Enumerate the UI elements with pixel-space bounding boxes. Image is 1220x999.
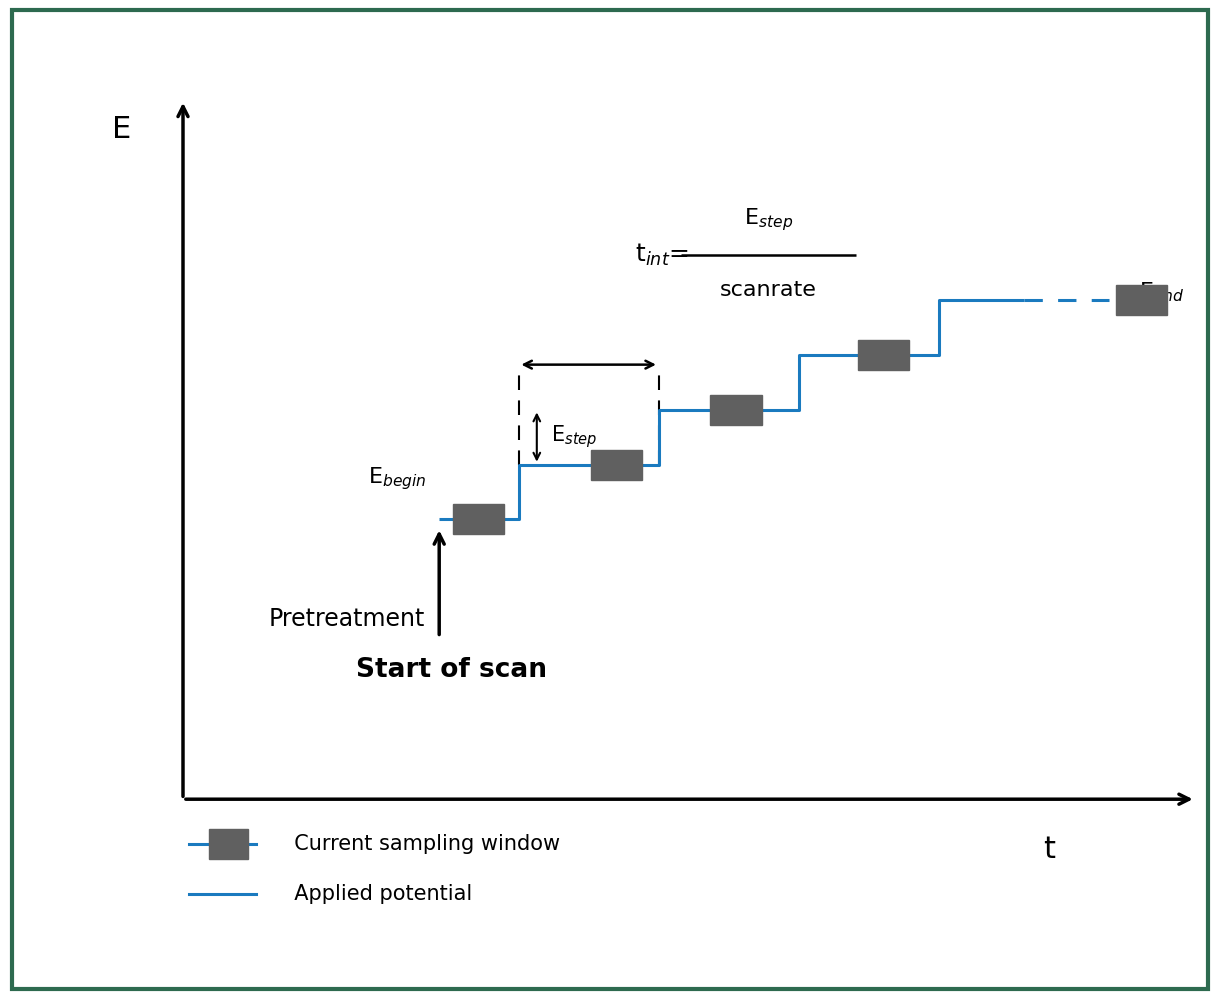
Text: t: t xyxy=(1043,834,1055,864)
Bar xyxy=(210,829,249,859)
Text: Current sampling window: Current sampling window xyxy=(281,834,560,854)
Bar xyxy=(590,450,642,480)
Bar xyxy=(1116,285,1168,315)
Bar xyxy=(454,504,505,534)
Text: Applied potential: Applied potential xyxy=(281,884,472,904)
Text: Pretreatment: Pretreatment xyxy=(268,607,425,631)
Bar xyxy=(710,395,761,425)
Text: E$_{step}$: E$_{step}$ xyxy=(551,424,598,451)
Bar xyxy=(858,340,909,370)
Text: E$_{step}$: E$_{step}$ xyxy=(744,207,793,233)
Text: E$_{begin}$: E$_{begin}$ xyxy=(368,465,427,492)
Text: Start of scan: Start of scan xyxy=(356,657,547,683)
Text: E$_{end}$: E$_{end}$ xyxy=(1139,280,1185,304)
Text: scanrate: scanrate xyxy=(720,280,817,300)
Text: t$_{int}$=: t$_{int}$= xyxy=(636,242,689,268)
Text: E: E xyxy=(112,115,132,145)
